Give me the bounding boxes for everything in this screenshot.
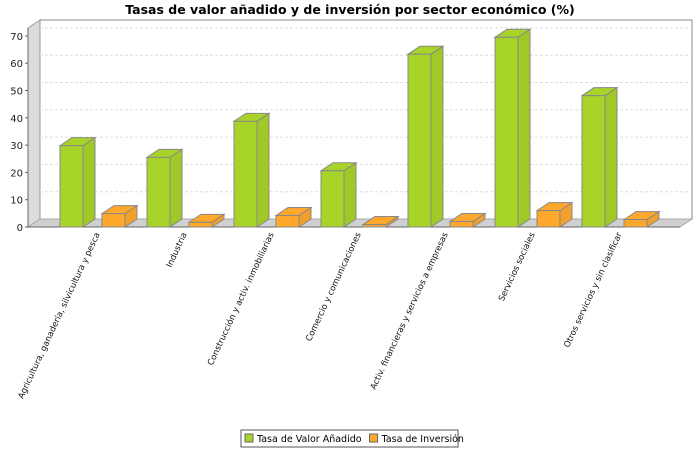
bar-side — [256, 112, 270, 228]
bar — [535, 201, 574, 228]
bar-front — [101, 213, 126, 228]
bar — [319, 161, 358, 228]
bar — [274, 206, 313, 228]
bar-front — [146, 156, 171, 228]
bar-side — [82, 136, 96, 228]
bar-side — [517, 28, 531, 228]
y-tick-label: 60 — [10, 59, 23, 70]
bar — [232, 112, 271, 228]
x-tick-label: Servicios sociales — [497, 231, 538, 304]
x-tick-label: Activ. financieras y servicios a empresa… — [369, 231, 451, 392]
bar-front — [449, 221, 474, 228]
legend-label: Tasa de Valor Añadido — [256, 434, 362, 445]
x-tick-label: Industria — [165, 231, 190, 269]
y-tick-label: 10 — [10, 196, 23, 207]
bar-side — [604, 86, 618, 228]
bar — [493, 28, 532, 228]
x-tick-label: Construcción y activ. inmobiliarias — [205, 230, 277, 367]
bar — [361, 215, 400, 228]
y-tick-label: 30 — [10, 141, 23, 152]
y-tick-label: 50 — [10, 87, 23, 98]
bar — [580, 86, 619, 228]
legend-swatch — [244, 433, 254, 443]
y-tick-label: 0 — [17, 223, 23, 234]
bar — [145, 148, 184, 228]
chart-title: Tasas de valor añadido y de inversión po… — [125, 2, 575, 17]
bar-front — [362, 224, 387, 228]
bar-front — [320, 170, 345, 228]
x-tick-label: Comercio y comunicaciones — [304, 231, 364, 344]
bar-side — [343, 161, 357, 228]
bar-front — [233, 120, 258, 228]
legend-box — [240, 429, 459, 448]
legend: Tasa de Valor Añadido Tasa de Inversión — [240, 429, 464, 448]
legend-label: Tasa de Inversión — [381, 434, 464, 445]
plot-border — [40, 19, 693, 219]
bar — [58, 136, 97, 228]
legend-swatch — [369, 433, 379, 443]
x-tick-label: Agricultura, ganadería, silvicultura y p… — [17, 231, 103, 401]
bar-side — [430, 45, 444, 228]
bar-side — [169, 148, 183, 228]
bar — [622, 210, 661, 228]
y-tick-label: 40 — [10, 114, 23, 125]
bar — [448, 212, 487, 228]
bar-front — [188, 221, 213, 228]
bar-front — [275, 215, 300, 228]
bar-front — [623, 219, 648, 228]
bar — [187, 213, 226, 228]
bar-front — [581, 95, 606, 228]
y-tick-label: 70 — [10, 32, 23, 43]
bar-front — [407, 53, 432, 228]
y-tick-label: 20 — [10, 168, 23, 179]
bar-front — [59, 145, 84, 228]
left-wall — [27, 19, 41, 228]
bar — [406, 45, 445, 228]
bar-front — [536, 210, 561, 228]
x-tick-label: Otros servicios y sin clasificar — [562, 231, 625, 350]
bar-front — [494, 36, 519, 228]
bar — [100, 204, 139, 228]
